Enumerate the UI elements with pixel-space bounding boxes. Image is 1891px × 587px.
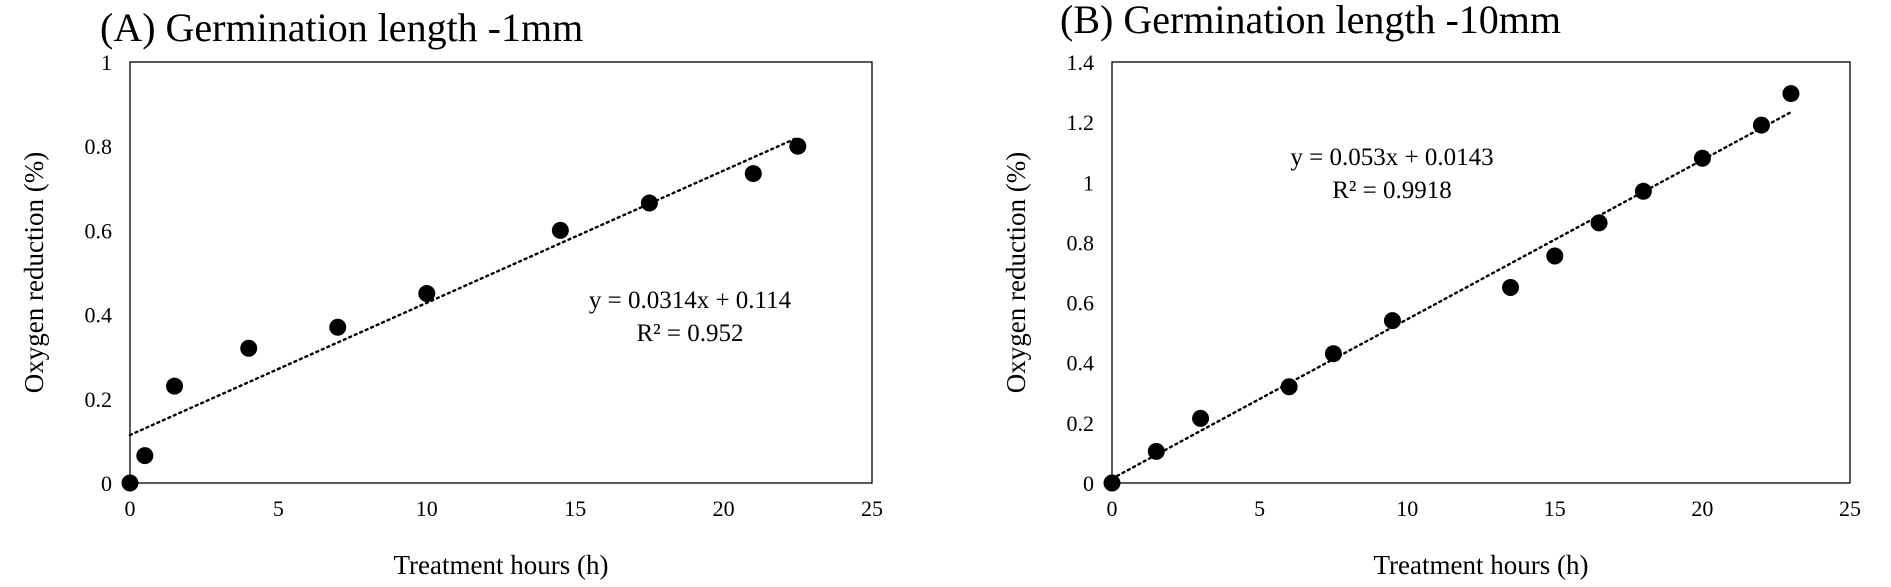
chart-b-x-tick-label: 20: [1691, 496, 1713, 521]
chart-b-y-tick-label: 0.2: [1067, 411, 1095, 436]
chart-a-x-tick-label: 5: [273, 496, 284, 521]
chart-a-y-tick-label: 0.4: [85, 303, 113, 328]
chart-a-data-point: [121, 474, 139, 492]
chart-b-trendline: [1110, 110, 1793, 480]
chart-b-data-point: [1546, 247, 1564, 265]
chart-b-data-point: [1192, 409, 1210, 427]
chart-a-data-point: [640, 194, 658, 212]
chart-b-y-ticks: 0 0.2 0.4 0.6 0.8 1 1.2 1.4: [1067, 50, 1095, 496]
chart-b-trend-r2: R² = 0.9918: [1332, 177, 1452, 204]
chart-b-x-axis-label: Treatment hours (h): [1374, 550, 1589, 580]
chart-b-x-tick-label: 0: [1107, 496, 1118, 521]
chart-b-data-point: [1634, 182, 1652, 200]
chart-b-x-tick-label: 15: [1544, 496, 1566, 521]
chart-b-y-tick-label: 1.2: [1067, 110, 1095, 135]
chart-a-points: [121, 137, 807, 492]
chart-b-y-tick-label: 0.8: [1067, 230, 1095, 255]
chart-b-data-point: [1383, 312, 1401, 330]
chart-a-y-tick-label: 1: [101, 50, 112, 75]
chart-a-data-point: [418, 285, 436, 303]
chart-b-y-tick-label: 1: [1083, 170, 1094, 195]
chart-b-x-tick-label: 5: [1254, 496, 1265, 521]
chart-b-x-tick-label: 10: [1396, 496, 1418, 521]
chart-b-data-point: [1147, 442, 1165, 460]
chart-a-x-ticks: 0 5 10 15 20 25: [125, 496, 884, 521]
chart-b-y-tick-label: 0.4: [1067, 351, 1095, 376]
chart-a-data-point: [789, 137, 807, 155]
chart-a-data-point: [240, 339, 258, 357]
chart-b-data-point: [1502, 279, 1520, 297]
chart-a-data-point: [744, 165, 762, 183]
chart-b-y-tick-label: 0.6: [1067, 291, 1095, 316]
chart-b-points: [1103, 85, 1800, 492]
chart-b-data-point: [1752, 116, 1770, 134]
chart-b-data-point: [1280, 378, 1298, 396]
chart-a-x-tick-label: 20: [713, 496, 735, 521]
chart-a-x-tick-label: 0: [125, 496, 136, 521]
chart-b-y-axis-label: Oxygen reduction (%): [1001, 152, 1031, 393]
chart-a-data-point: [136, 447, 154, 465]
chart-a-x-axis-label: Treatment hours (h): [394, 550, 609, 580]
chart-a-y-tick-label: 0.8: [85, 134, 113, 159]
chart-b-data-point: [1590, 214, 1608, 232]
chart-a-plot-area: [129, 61, 873, 484]
chart-b-trend-equation: y = 0.053x + 0.0143: [1290, 144, 1493, 171]
chart-b-title: (B) Germination length -10mm: [1060, 0, 1561, 42]
chart-b-data-point: [1324, 345, 1342, 363]
chart-a-y-tick-label: 0.2: [85, 387, 113, 412]
chart-a-data-point: [551, 221, 569, 239]
chart-a-y-axis-label: Oxygen reduction (%): [19, 152, 49, 393]
chart-b: (B) Germination length -10mm Oxygen redu…: [1001, 0, 1861, 580]
chart-a-trend-r2: R² = 0.952: [636, 320, 743, 347]
chart-b-plot-area: [1111, 61, 1851, 484]
chart-b-data-point: [1103, 474, 1121, 492]
chart-a-y-ticks: 0 0.2 0.4 0.6 0.8 1: [85, 50, 113, 496]
chart-b-data-point: [1693, 149, 1711, 167]
chart-a-data-point: [329, 318, 347, 336]
chart-a-x-tick-label: 25: [861, 496, 883, 521]
chart-a-data-point: [166, 377, 184, 395]
chart-a-trend-equation: y = 0.0314x + 0.114: [589, 287, 792, 314]
chart-a-y-tick-label: 0: [101, 471, 112, 496]
chart-b-y-tick-label: 1.4: [1067, 50, 1095, 75]
chart-a-title: (A) Germination length -1mm: [100, 5, 583, 50]
chart-b-y-tick-label: 0: [1083, 471, 1094, 496]
chart-b-x-tick-label: 25: [1839, 496, 1861, 521]
chart-a-trendline: [128, 136, 799, 437]
chart-b-data-point: [1782, 85, 1800, 103]
chart-b-x-ticks: 0 5 10 15 20 25: [1107, 496, 1862, 521]
chart-a-x-tick-label: 10: [416, 496, 438, 521]
chart-a-y-tick-label: 0.6: [85, 218, 113, 243]
chart-a-x-tick-label: 15: [564, 496, 586, 521]
chart-a: (A) Germination length -1mm Oxygen reduc…: [19, 5, 883, 580]
